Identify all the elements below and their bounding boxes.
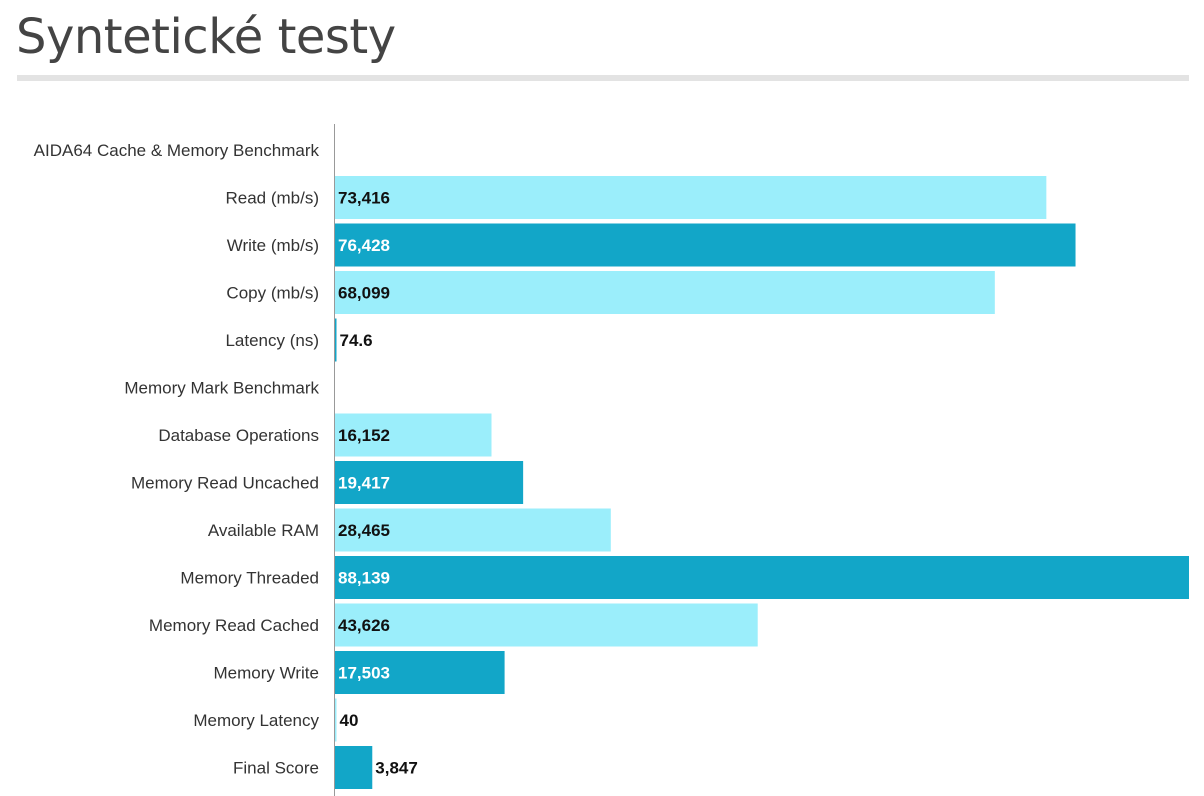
bar-final-score <box>335 746 373 789</box>
category-label-database-operations: Database Operations <box>158 426 319 445</box>
bar-memory-read-uncached <box>335 461 524 504</box>
value-label-write-mb-s: 76,428 <box>338 236 390 255</box>
bar-write-mb-s <box>335 223 1076 267</box>
value-label-memory-write: 17,503 <box>338 664 390 683</box>
bars-layer <box>335 176 1189 789</box>
value-label-read-mb-s: 73,416 <box>338 189 390 208</box>
category-label-read-mb-s: Read (mb/s) <box>225 189 319 208</box>
category-label-final-score: Final Score <box>233 759 319 778</box>
value-label-final-score: 3,847 <box>375 759 418 778</box>
value-label-memory-read-cached: 43,626 <box>338 616 390 635</box>
category-label-memory-read-cached: Memory Read Cached <box>149 616 319 635</box>
bar-database-operations <box>335 413 492 457</box>
bar-latency-ns <box>335 318 337 362</box>
value-label-latency-ns: 74.6 <box>340 331 373 350</box>
category-label-memory-mark-benchmark: Memory Mark Benchmark <box>124 379 319 398</box>
bar-read-mb-s <box>335 176 1047 219</box>
category-label-copy-mb-s: Copy (mb/s) <box>226 284 319 303</box>
category-label-memory-write: Memory Write <box>214 664 319 683</box>
category-label-aida64-cache-memory-benchmark: AIDA64 Cache & Memory Benchmark <box>34 141 320 160</box>
bar-copy-mb-s <box>335 271 995 314</box>
bar-memory-write <box>335 651 505 694</box>
value-label-available-ram: 28,465 <box>338 521 390 540</box>
value-label-copy-mb-s: 68,099 <box>338 284 390 303</box>
category-label-memory-threaded: Memory Threaded <box>180 569 319 588</box>
bar-memory-read-cached <box>335 603 758 647</box>
value-label-database-operations: 16,152 <box>338 426 390 445</box>
value-label-memory-threaded: 88,139 <box>338 569 390 588</box>
category-label-latency-ns: Latency (ns) <box>225 331 319 350</box>
value-label-memory-latency: 40 <box>340 711 359 730</box>
category-label-write-mb-s: Write (mb/s) <box>227 236 319 255</box>
bar-memory-threaded <box>335 556 1189 599</box>
title-divider <box>17 75 1189 81</box>
value-label-memory-read-uncached: 19,417 <box>338 474 390 493</box>
category-label-memory-read-uncached: Memory Read Uncached <box>131 474 319 493</box>
category-label-available-ram: Available RAM <box>208 521 319 540</box>
page-title: Syntetické testy <box>16 9 396 65</box>
bar-available-ram <box>335 508 611 552</box>
category-label-memory-latency: Memory Latency <box>193 711 319 730</box>
bar-memory-latency <box>335 698 337 742</box>
labels-layer: AIDA64 Cache & Memory Benchmark Read (mb/… <box>34 141 418 778</box>
